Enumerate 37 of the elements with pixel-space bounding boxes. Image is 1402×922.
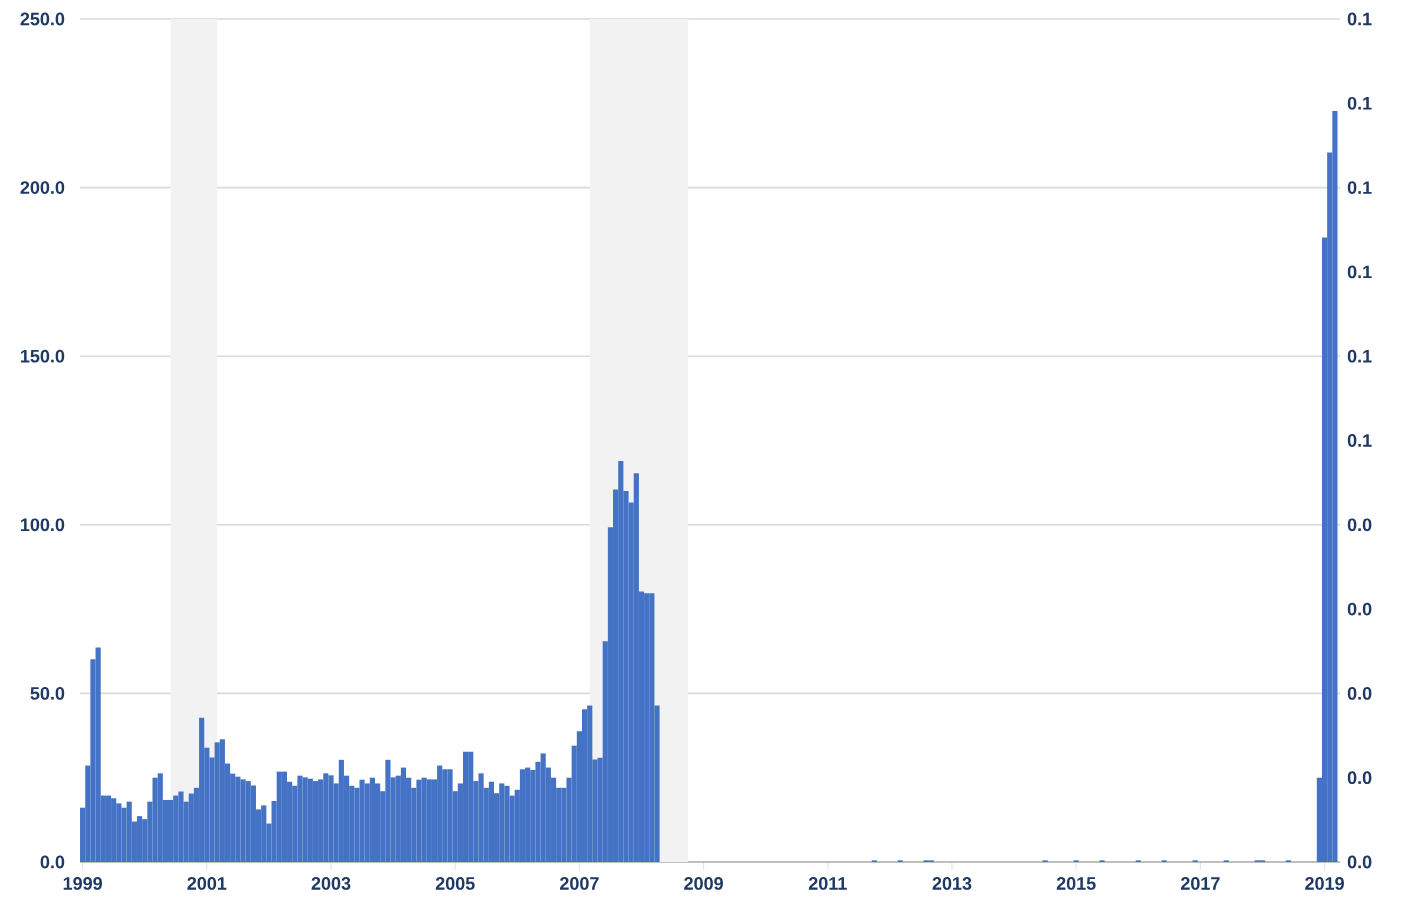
x-tick-label: 2013 [932,877,972,890]
y2-tick-label: 0.0 [1347,771,1372,785]
y2-tick-label: 0.1 [1347,265,1372,279]
y-tick-label: 50.0 [30,687,65,700]
bar [400,767,407,862]
bar [136,816,143,862]
bar [581,709,588,862]
x-tick-label: 2015 [1056,877,1096,890]
y2-tick-label: 0.0 [1347,602,1372,616]
y2-tick-label: 0.1 [1347,434,1372,447]
y2-tick-label: 0.1 [1347,181,1372,194]
x-tick-label: 2007 [560,877,599,890]
y2-tick-label: 0.0 [1347,855,1372,869]
y2-tick-label: 0.0 [1347,518,1372,532]
y-tick-label: 150.0 [21,349,65,363]
y2-tick-label: 0.0 [1347,687,1372,700]
y2-tick-label: 0.1 [1347,96,1372,110]
x-tick-label: 2019 [1305,877,1344,890]
bar [462,751,469,862]
y2-tick-label: 0.1 [1347,349,1372,363]
bar [312,781,319,862]
y-tick-label: 250.0 [20,12,65,26]
bar [105,795,112,862]
y-tick-label: 0.0 [40,855,65,869]
x-tick-label: 2011 [808,877,847,890]
y-tick-label: 100.0 [21,518,65,532]
bar [488,781,495,862]
bar [519,769,526,862]
x-tick-label: 1999 [63,877,102,890]
x-tick-label: 2005 [435,877,475,890]
x-tick-label: 2009 [684,877,723,890]
x-tick-label: 2003 [311,877,351,890]
bar [281,771,288,862]
y2-tick-label: 0.1 [1347,12,1372,26]
x-tick-label: 2001 [187,877,227,890]
x-tick-label: 2017 [1180,877,1220,890]
y-tick-label: 200.0 [20,181,65,194]
